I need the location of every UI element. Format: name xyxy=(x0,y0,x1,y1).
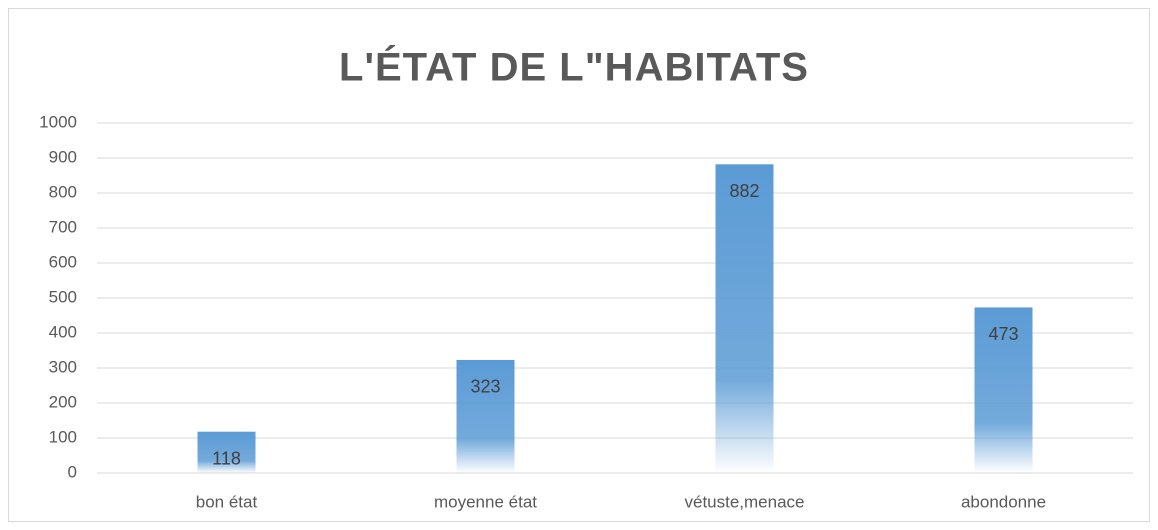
y-tick-label: 200 xyxy=(49,392,77,411)
bar xyxy=(197,431,256,473)
value-label: 323 xyxy=(470,377,500,397)
y-tick-label: 300 xyxy=(49,357,77,376)
value-label: 473 xyxy=(988,324,1018,344)
y-tick-label: 1000 xyxy=(39,112,77,131)
bar xyxy=(974,307,1033,473)
y-tick-label: 100 xyxy=(49,427,77,446)
x-tick-label: moyenne état xyxy=(434,492,537,511)
y-tick-label: 500 xyxy=(49,287,77,306)
x-tick-label: abondonne xyxy=(961,492,1046,511)
bar xyxy=(456,359,515,473)
y-tick-label: 700 xyxy=(49,217,77,236)
y-tick-label: 800 xyxy=(49,182,77,201)
x-tick-label: bon état xyxy=(196,492,258,511)
y-tick-label: 400 xyxy=(49,322,77,341)
value-label: 118 xyxy=(212,448,241,468)
y-tick-label: 900 xyxy=(49,147,77,166)
y-tick-label: 600 xyxy=(49,252,77,271)
y-tick-label: 0 xyxy=(68,462,77,481)
chart-title: L'ÉTAT DE L"HABITATS xyxy=(339,45,809,90)
bar xyxy=(715,164,774,474)
x-tick-label: vétuste,menace xyxy=(684,492,804,511)
value-label: 882 xyxy=(729,181,759,201)
